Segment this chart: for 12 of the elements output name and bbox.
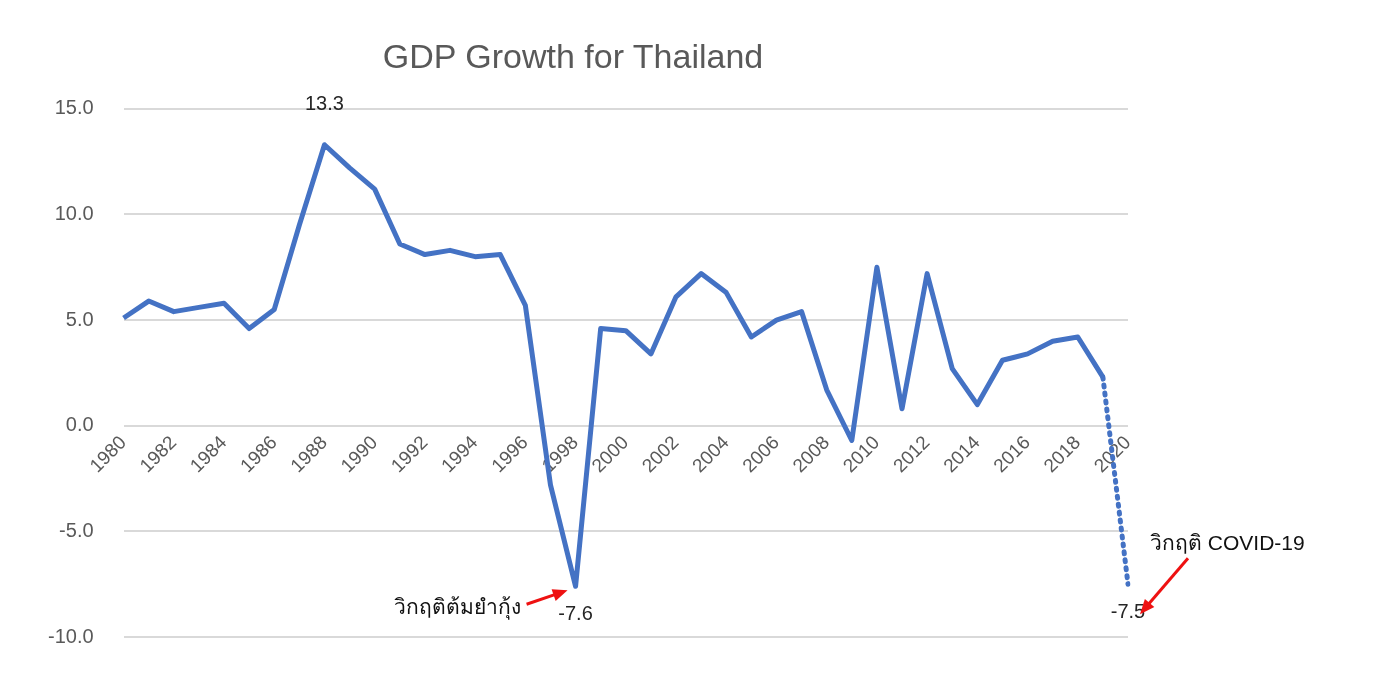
y-tick-label: 0.0	[65, 413, 94, 436]
y-tick-label: -10.0	[47, 624, 94, 647]
data-label: -7.5	[1110, 599, 1146, 622]
data-label: 13.3	[305, 92, 344, 115]
annotation: วิกฤติต้มยำกุ้ง	[393, 595, 521, 621]
y-tick-label: 10.0	[54, 201, 94, 224]
y-tick-label: -5.0	[59, 518, 94, 541]
annotation: วิกฤติ COVID-19	[1150, 530, 1305, 554]
y-tick-label: 15.0	[54, 96, 94, 119]
chart-title: GDP Growth for Thailand	[382, 36, 764, 75]
y-tick-label: 5.0	[65, 307, 94, 330]
data-label: -7.6	[558, 601, 593, 624]
